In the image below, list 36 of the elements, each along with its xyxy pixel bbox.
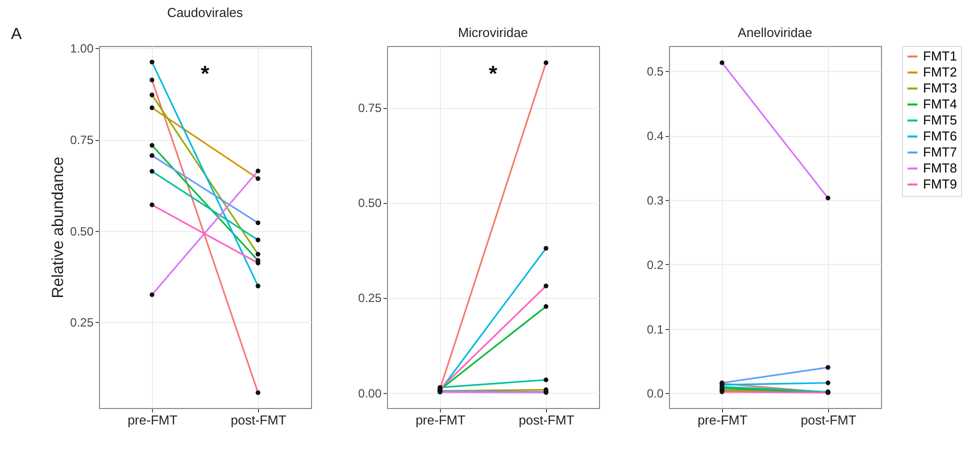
x-tick-label: post-FMT: [518, 412, 574, 428]
y-tick-label: 0.5: [646, 64, 664, 79]
y-tick-label: 0.75: [358, 101, 382, 116]
y-tick-label: 0.75: [70, 133, 94, 148]
y-tick-label: 0.50: [358, 196, 382, 210]
y-tick-label: 0.25: [358, 291, 382, 306]
chart-title: Caudovirales: [167, 5, 244, 20]
legend-label: FMT1: [923, 48, 957, 64]
chart-title: Microviridae: [458, 25, 528, 40]
legend-label: FMT2: [923, 64, 957, 80]
chart-title: Anelloviridae: [738, 25, 812, 40]
legend-label: FMT6: [923, 128, 957, 144]
x-tick-label: pre-FMT: [128, 412, 178, 428]
y-tick-label: 0.0: [646, 386, 664, 401]
text: A: [11, 26, 22, 43]
y-tick-label: 0.1: [646, 322, 664, 336]
y-tick-label: 0.3: [646, 193, 664, 208]
legend-label: FMT9: [923, 176, 957, 192]
y-axis-title: Relative abundance: [50, 156, 68, 298]
legend-label: FMT4: [923, 96, 957, 112]
legend-label: FMT5: [923, 112, 957, 128]
annotation: *: [200, 61, 210, 86]
x-tick-label: pre-FMT: [698, 412, 748, 428]
legend-label: FMT8: [923, 160, 957, 176]
x-tick-label: pre-FMT: [416, 412, 466, 428]
y-tick-label: 0.25: [70, 316, 94, 330]
x-tick-label: post-FMT: [230, 412, 286, 428]
annotation: *: [488, 61, 498, 86]
y-tick-label: 0.50: [70, 224, 94, 238]
legend-label: FMT7: [923, 144, 957, 160]
legend-label: FMT3: [923, 80, 957, 96]
x-tick-label: post-FMT: [800, 412, 856, 428]
y-tick-label: 0.00: [358, 386, 382, 400]
y-tick-label: 0.4: [646, 129, 664, 144]
y-tick-label: 1.00: [70, 42, 94, 56]
y-tick-label: 0.2: [646, 258, 664, 272]
